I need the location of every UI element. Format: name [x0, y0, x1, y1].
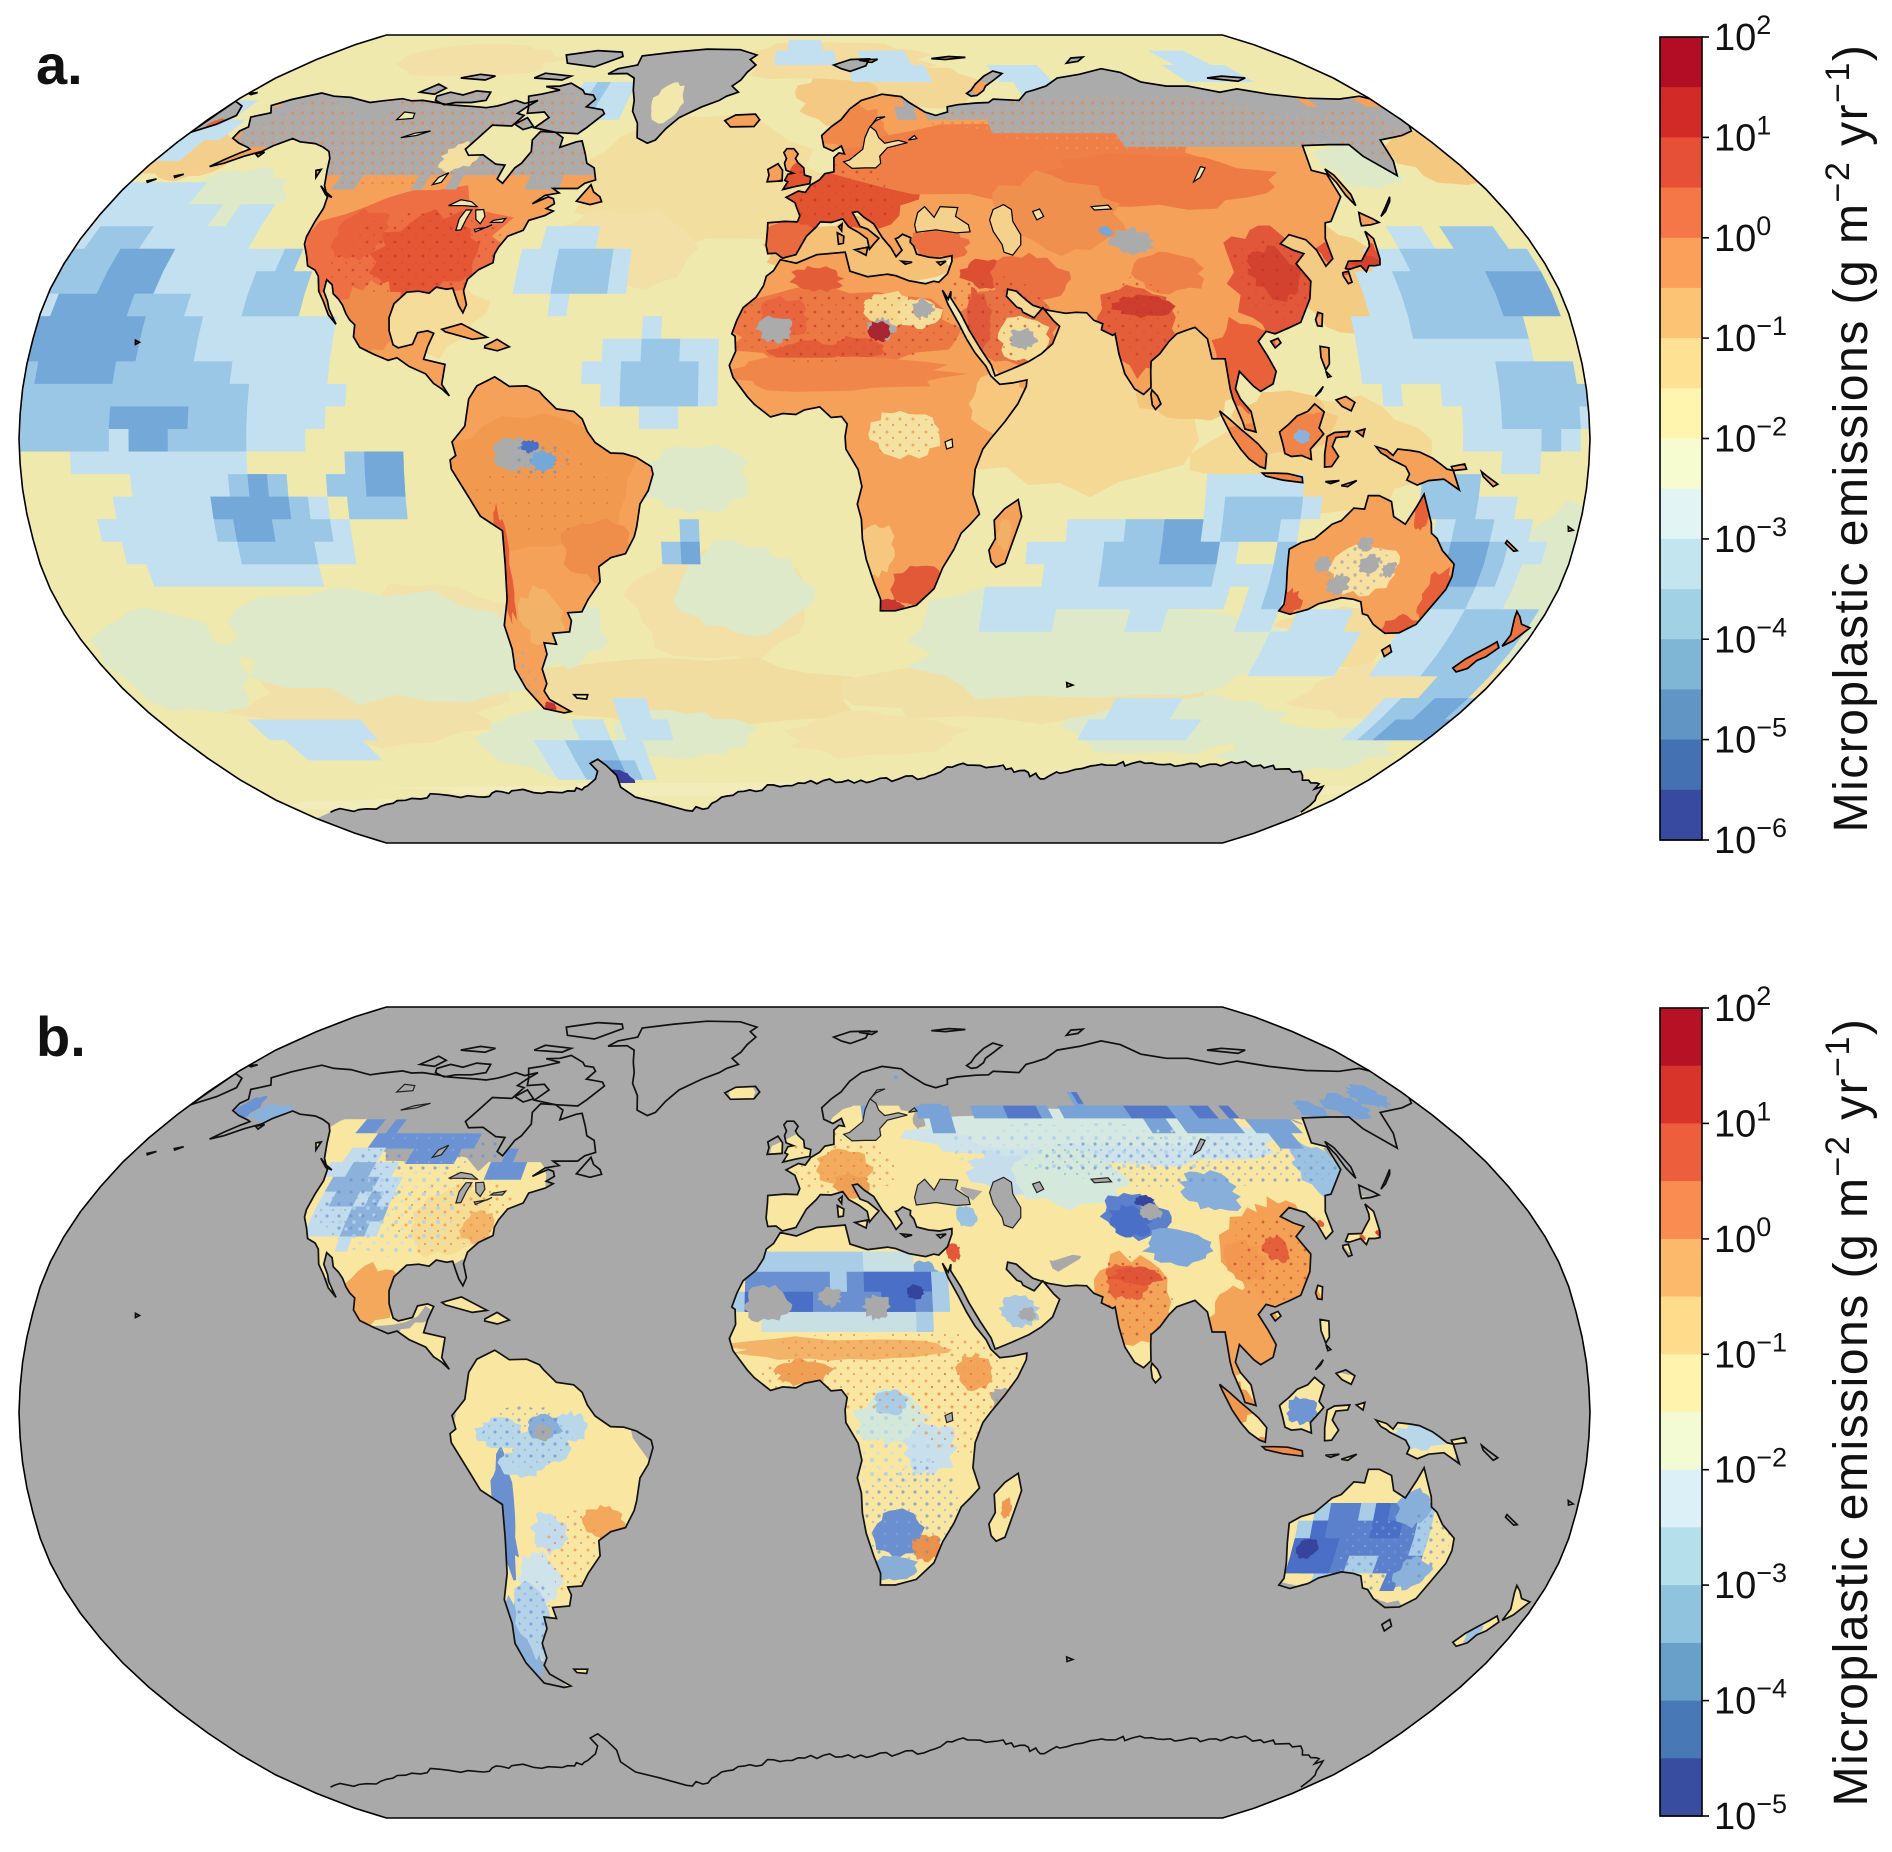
svg-text:b.: b. [36, 1005, 86, 1068]
svg-text:10−1: 10−1 [1714, 1327, 1787, 1376]
svg-text:10−6: 10−6 [1714, 813, 1787, 862]
svg-text:10−2: 10−2 [1714, 412, 1787, 461]
svg-text:10−4: 10−4 [1714, 1674, 1787, 1723]
svg-text:Microplastic emissions (g m−2: Microplastic emissions (g m−2 yr−1) [1819, 1018, 1878, 1807]
svg-text:100: 100 [1714, 211, 1771, 260]
svg-text:10−3: 10−3 [1714, 512, 1787, 561]
svg-text:10−2: 10−2 [1714, 1443, 1787, 1492]
svg-text:102: 102 [1714, 10, 1771, 59]
svg-text:100: 100 [1714, 1212, 1771, 1261]
svg-text:10−5: 10−5 [1714, 1789, 1787, 1838]
svg-text:101: 101 [1714, 1096, 1771, 1145]
svg-text:a.: a. [36, 33, 83, 96]
svg-text:10−1: 10−1 [1714, 311, 1787, 360]
svg-text:10−4: 10−4 [1714, 612, 1787, 661]
svg-text:Microplastic emissions (g m−2: Microplastic emissions (g m−2 yr−1) [1819, 44, 1878, 833]
svg-text:10−5: 10−5 [1714, 713, 1787, 762]
svg-text:10−3: 10−3 [1714, 1558, 1787, 1607]
svg-text:102: 102 [1714, 981, 1771, 1030]
svg-text:101: 101 [1714, 110, 1771, 159]
